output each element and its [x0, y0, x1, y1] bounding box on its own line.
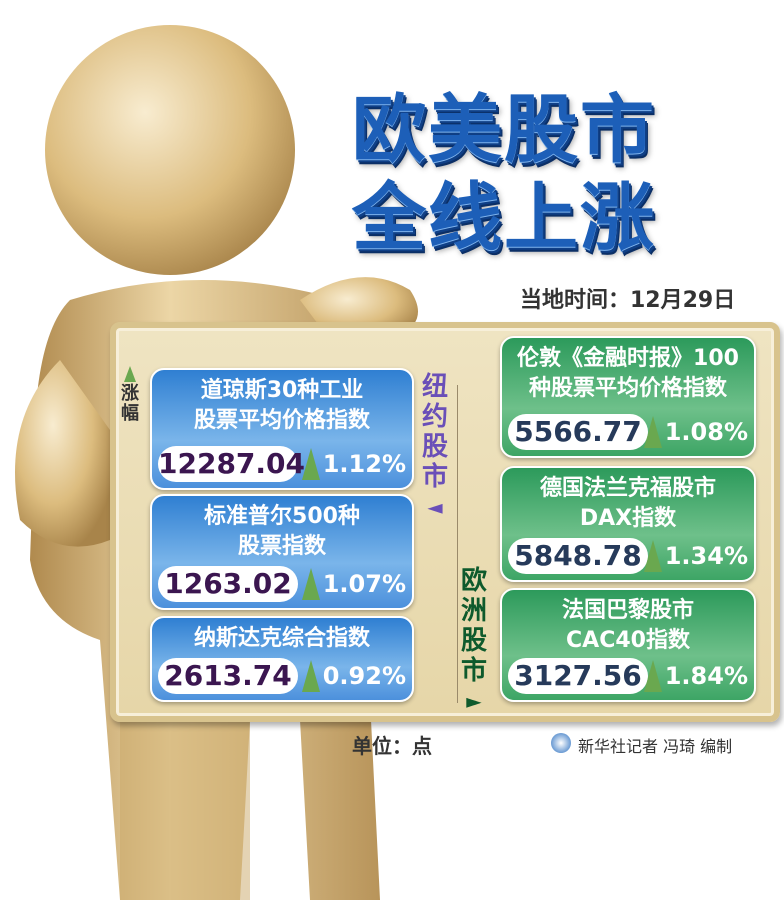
date-label: 当地时间：12月29日 [520, 288, 736, 313]
index-name: 道琼斯30种工业 [200, 378, 364, 403]
up-triangle-icon [643, 416, 662, 448]
index-card-cac40: 法国巴黎股市 CAC40指数 3127.56 1.84% [500, 588, 756, 702]
index-name: 纳斯达克综合指数 [193, 626, 370, 651]
europe-label: 欧洲股市 ► [459, 566, 489, 716]
index-name: 股票平均价格指数 [193, 408, 370, 433]
xinhua-logo-icon [551, 733, 571, 753]
title-line-1: 欧美股市 [352, 87, 656, 173]
legend: 涨幅 [118, 366, 142, 426]
index-value: 3127.56 [508, 658, 648, 694]
index-change: 1.84% [664, 662, 748, 690]
arrow-right-icon: ► [466, 689, 482, 713]
index-change: 1.07% [322, 570, 406, 598]
index-value: 1263.02 [158, 566, 298, 602]
index-name: 种股票平均价格指数 [528, 376, 727, 401]
new-york-label-text: 纽约股市 [421, 372, 448, 492]
index-value: 12287.04 [158, 446, 306, 482]
credit: 新华社记者 冯琦 编制 [578, 737, 733, 756]
index-name: 德国法兰克福股市 [539, 476, 716, 501]
index-change: 1.08% [664, 418, 748, 446]
up-triangle-icon [301, 660, 320, 692]
up-triangle-icon [301, 568, 320, 600]
index-name: DAX指数 [579, 506, 677, 531]
europe-label-text: 欧洲股市 [460, 566, 487, 686]
index-name: 标准普尔500种 [204, 504, 360, 529]
index-card-dax: 德国法兰克福股市 DAX指数 5848.78 1.34% [500, 466, 756, 582]
up-triangle-icon [643, 660, 662, 692]
index-card-dow: 道琼斯30种工业 股票平均价格指数 12287.04 1.12% [150, 368, 414, 490]
figure-left-arm [15, 360, 110, 547]
index-card-sp500: 标准普尔500种 股票指数 1263.02 1.07% [150, 494, 414, 610]
index-change: 1.34% [664, 542, 748, 570]
legend-label: 涨幅 [121, 383, 139, 424]
up-triangle-icon [643, 540, 662, 572]
index-value: 5566.77 [508, 414, 648, 450]
index-name: 股票指数 [237, 534, 326, 559]
figure-head [45, 25, 295, 275]
title-line-2: 全线上涨 [352, 175, 656, 261]
index-name: 伦敦《金融时报》100 [517, 346, 739, 371]
up-triangle-icon [301, 448, 320, 480]
figure-legs [120, 720, 250, 900]
index-change: 1.12% [322, 450, 406, 478]
index-value: 5848.78 [508, 538, 648, 574]
unit-label: 单位：点 [352, 734, 432, 758]
index-value: 2613.74 [158, 658, 298, 694]
index-change: 0.92% [322, 662, 406, 690]
divider [457, 385, 458, 703]
new-york-label: 纽约股市 ◄ [420, 372, 450, 522]
arrow-left-icon: ◄ [427, 495, 443, 519]
index-name: CAC40指数 [566, 628, 690, 653]
index-card-ftse: 伦敦《金融时报》100 种股票平均价格指数 5566.77 1.08% [500, 336, 756, 458]
index-card-nasdaq: 纳斯达克综合指数 2613.74 0.92% [150, 616, 414, 702]
index-name: 法国巴黎股市 [561, 598, 694, 623]
up-triangle-icon [124, 366, 136, 382]
